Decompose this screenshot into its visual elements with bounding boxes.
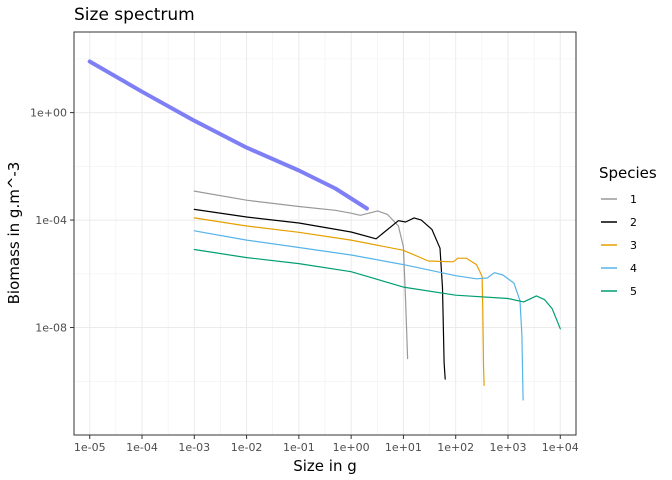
series-line-species-2: [193, 208, 446, 380]
x-tick-label: 1e-02: [231, 441, 263, 454]
legend-label-2: 2: [630, 216, 637, 229]
legend-label-3: 3: [630, 239, 637, 252]
series-line-species-4: [193, 230, 524, 401]
x-tick-label: 1e+00: [333, 441, 370, 454]
grid-lines: [74, 32, 576, 435]
x-tick-label: 1e-04: [126, 441, 158, 454]
x-tick-label: 1e+02: [437, 441, 474, 454]
x-tick-label: 1e+04: [542, 441, 579, 454]
y-tick-label: 1e-08: [35, 322, 67, 335]
y-tick-label: 1e-04: [35, 214, 67, 227]
y-axis-ticks: 1e+00 1e-04 1e-08: [30, 107, 74, 335]
x-tick-label: 1e+03: [489, 441, 526, 454]
x-tick-label: 1e-03: [178, 441, 210, 454]
legend-title: Species: [599, 164, 657, 182]
series-lines: [87, 59, 561, 401]
x-axis-ticks: 1e-05 1e-04 1e-03 1e-02 1e-01 1e+00 1e+01 1e+02…: [74, 435, 579, 454]
legend-label-1: 1: [630, 193, 637, 206]
plot-border: [73, 31, 577, 436]
y-axis-label: Biomass in g.m^-3: [5, 162, 23, 305]
x-tick-label: 1e+01: [385, 441, 422, 454]
chart-title: Size spectrum: [74, 5, 195, 25]
series-line-species-1: [193, 190, 409, 360]
series-line-species-5: [193, 248, 561, 330]
legend: 1 2 3 4 5: [601, 193, 637, 298]
y-tick-label: 1e+00: [30, 107, 67, 120]
x-tick-label: 1e-01: [283, 441, 315, 454]
legend-label-4: 4: [630, 262, 637, 275]
series-line-species-3: [193, 217, 485, 386]
series-line-community: [87, 59, 369, 211]
x-tick-label: 1e-05: [74, 441, 106, 454]
x-axis-label: Size in g: [293, 457, 357, 475]
legend-label-5: 5: [630, 285, 637, 298]
